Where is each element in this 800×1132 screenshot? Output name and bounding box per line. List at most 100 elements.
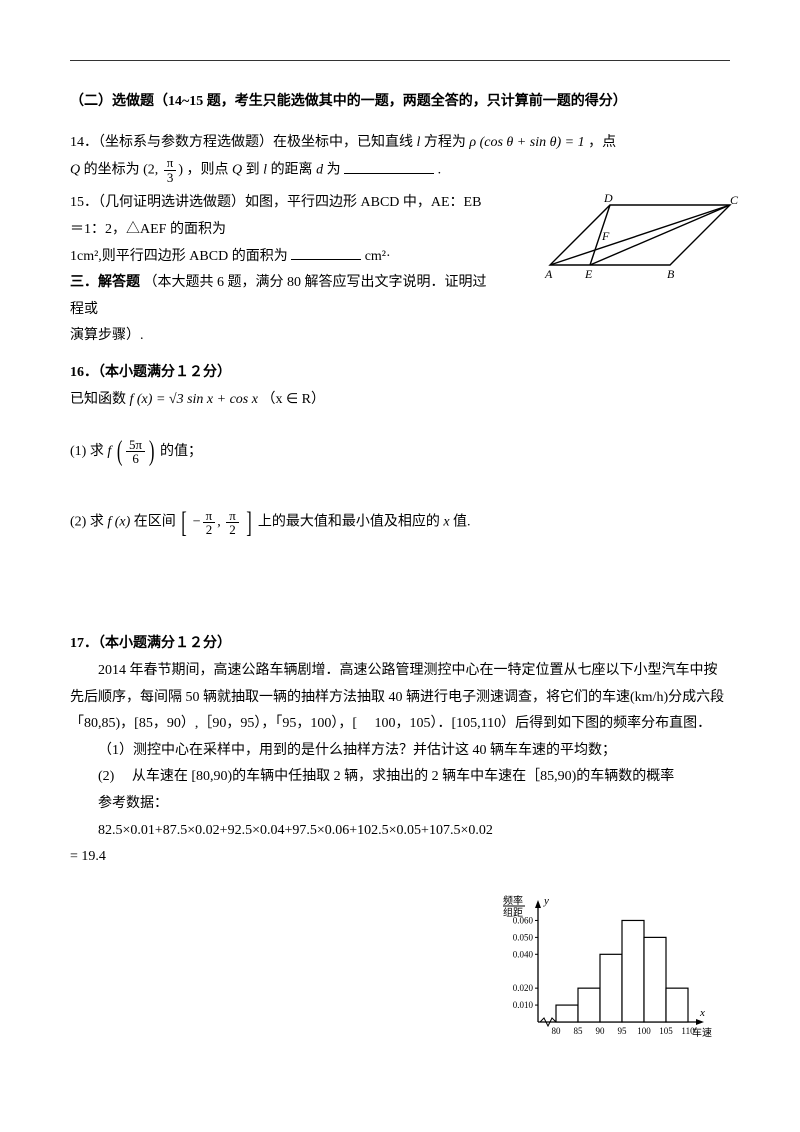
section-three-title-row: 三．解答题 （本大题共 6 题，满分 80 解答应写出文字说明．证明过程或 xyxy=(70,270,490,323)
q16-p1a: (1) 求 xyxy=(70,444,107,459)
q16-def: 已知函数 f (x) = √3 sin x + cos x （x ∈ R） xyxy=(70,387,730,414)
q16-domain: （x ∈ R） xyxy=(261,392,325,407)
svg-text:80: 80 xyxy=(552,1026,562,1036)
q15-blank xyxy=(291,245,361,260)
label-F: F xyxy=(601,229,610,243)
svg-text:0.010: 0.010 xyxy=(513,1000,534,1010)
q14-t2: ，则点 xyxy=(187,163,229,178)
exam-page: （二）选做题（14~15 题，考生只能选做其中的一题，两题全答的，只计算前一题的… xyxy=(0,0,800,1132)
q16-int-b: π2 xyxy=(226,509,239,537)
q15-textblock: 15．（几何证明选讲选做题）如图，平行四边形 ABCD 中，AE：EB＝1：2，… xyxy=(70,190,490,350)
q17-p1: 2014 年春节期间，高速公路车辆剧增．高速公路管理测控中心在一特定位置从七座以… xyxy=(70,658,730,738)
q16-part1: (1) 求 f (5π6) 的值； xyxy=(70,425,730,478)
q14-period: . xyxy=(438,163,442,178)
q14-Q2: Q xyxy=(232,163,242,178)
q17-title: 17．（本小题满分１２分） xyxy=(70,631,730,658)
q15-unit: cm²· xyxy=(365,249,391,264)
svg-text:90: 90 xyxy=(596,1026,606,1036)
q17-p3: (2) 从车速在 [80,90)的车辆中任抽取 2 辆，求抽出的 2 辆车中车速… xyxy=(70,764,730,791)
label-A: A xyxy=(544,267,553,280)
label-D: D xyxy=(603,191,613,205)
section-two-title: （二）选做题（14~15 题，考生只能选做其中的一题，两题全答的，只计算前一题的… xyxy=(70,89,730,116)
q17-result: = 19.4 xyxy=(70,844,730,871)
question-17: 17．（本小题满分１２分） 2014 年春节期间，高速公路车辆剧增．高速公路管理… xyxy=(70,631,730,870)
section-three-note2: 演算步骤）. xyxy=(70,323,490,350)
svg-text:x: x xyxy=(699,1007,705,1019)
svg-text:y: y xyxy=(543,895,549,907)
parallelogram-figure: A B C D E F xyxy=(540,190,740,280)
rbracket-icon: ] xyxy=(247,494,253,551)
label-E: E xyxy=(584,267,593,280)
q16-fx1: f (x) xyxy=(130,392,153,407)
q16-part2: (2) 求 f (x) 在区间 [ −π2, π2 ] 上的最大值和最小值及相应… xyxy=(70,494,730,551)
q17-p4: 参考数据： xyxy=(70,791,730,818)
question-15: 15．（几何证明选讲选做题）如图，平行四边形 ABCD 中，AE：EB＝1：2，… xyxy=(70,190,730,350)
q14-l: l xyxy=(417,135,421,150)
q16-t1: 已知函数 xyxy=(70,392,130,407)
q16-p2b: 在区间 xyxy=(134,515,176,530)
q14-text-c: ，点 xyxy=(588,135,616,150)
rparen-icon: ) xyxy=(149,425,155,478)
q14-frac-num: π xyxy=(164,156,177,171)
q16-frac: 5π6 xyxy=(126,438,145,466)
svg-text:95: 95 xyxy=(618,1026,628,1036)
q14-d: d xyxy=(316,163,323,178)
q14-l2: l xyxy=(263,163,267,178)
label-C: C xyxy=(730,193,739,207)
q14-equation: ρ (cos θ + sin θ) = 1 xyxy=(469,135,584,150)
lbracket-icon: [ xyxy=(182,494,188,551)
q14-frac-den: 3 xyxy=(164,171,177,185)
top-rule xyxy=(70,60,730,61)
q17-calc: 82.5×0.01+87.5×0.02+92.5×0.04+97.5×0.06+… xyxy=(70,818,730,845)
q14-t1: 的坐标为 xyxy=(84,163,144,178)
q16-x: x xyxy=(443,515,449,530)
int-a-num: π xyxy=(203,509,216,524)
q16-fx2: f (x) xyxy=(107,515,130,530)
lparen-icon: ( xyxy=(117,425,123,478)
comma: , xyxy=(217,515,224,530)
q14-blank xyxy=(344,159,434,174)
svg-text:0.060: 0.060 xyxy=(513,915,534,925)
svg-text:0.050: 0.050 xyxy=(513,932,534,942)
q17-p2: （1）测控中心在采样中，用到的是什么抽样方法？并估计这 40 辆车车速的平均数； xyxy=(70,738,730,765)
histogram-chart: 频率组距yx车速0.0100.0200.0400.0500.0608085909… xyxy=(490,882,720,1052)
q14-coord-close: ) xyxy=(178,163,183,178)
q16-f: f xyxy=(107,444,111,459)
label-B: B xyxy=(667,267,675,280)
q16-p2d: 值. xyxy=(453,515,471,530)
minus-sign: − xyxy=(193,515,201,530)
q14-text-a: 14．（坐标系与参数方程选做题）在极坐标中，已知直线 xyxy=(70,135,413,150)
q15-t1: 15．（几何证明选讲选做题）如图，平行四边形 ABCD 中，AE：EB＝1：2，… xyxy=(70,195,481,237)
q16-frac-den: 6 xyxy=(126,452,145,466)
q16-title: 16．（本小题满分１２分） xyxy=(70,360,730,387)
q15-t2: 1cm²,则平行四边形 ABCD 的面积为 xyxy=(70,249,288,264)
question-16: 16．（本小题满分１２分） 已知函数 f (x) = √3 sin x + co… xyxy=(70,360,730,551)
q14-Q1: Q xyxy=(70,163,80,178)
q16-expr: = √3 sin x + cos x xyxy=(156,392,258,407)
svg-text:车速: 车速 xyxy=(692,1026,712,1039)
svg-text:0.020: 0.020 xyxy=(513,983,534,993)
svg-text:频率: 频率 xyxy=(503,894,523,907)
int-b-den: 2 xyxy=(226,523,239,537)
svg-text:0.040: 0.040 xyxy=(513,949,534,959)
q16-p1b: 的值； xyxy=(160,444,202,459)
q16-int-a: π2 xyxy=(203,509,216,537)
q16-p2c: 上的最大值和最小值及相应的 xyxy=(258,515,444,530)
svg-text:85: 85 xyxy=(574,1026,584,1036)
q16-frac-num: 5π xyxy=(126,438,145,453)
q14-line2: Q 的坐标为 (2, π3) ，则点 Q 到 l 的距离 d 为 . xyxy=(70,156,730,184)
svg-text:110: 110 xyxy=(681,1026,695,1036)
q14-text-b: 方程为 xyxy=(424,135,470,150)
q14-frac: π3 xyxy=(164,156,177,184)
section-three-title: 三．解答题 xyxy=(70,275,140,290)
int-b-num: π xyxy=(226,509,239,524)
question-14: 14．（坐标系与参数方程选做题）在极坐标中，已知直线 l 方程为 ρ (cos … xyxy=(70,130,730,185)
q16-p2a: (2) 求 xyxy=(70,515,107,530)
q14-t4: 的距离 xyxy=(271,163,317,178)
svg-text:100: 100 xyxy=(637,1026,651,1036)
q14-t5: 为 xyxy=(327,163,341,178)
q14-coord-open: (2, xyxy=(143,163,162,178)
int-a-den: 2 xyxy=(203,523,216,537)
q14-t3: 到 xyxy=(246,163,264,178)
svg-text:105: 105 xyxy=(659,1026,673,1036)
